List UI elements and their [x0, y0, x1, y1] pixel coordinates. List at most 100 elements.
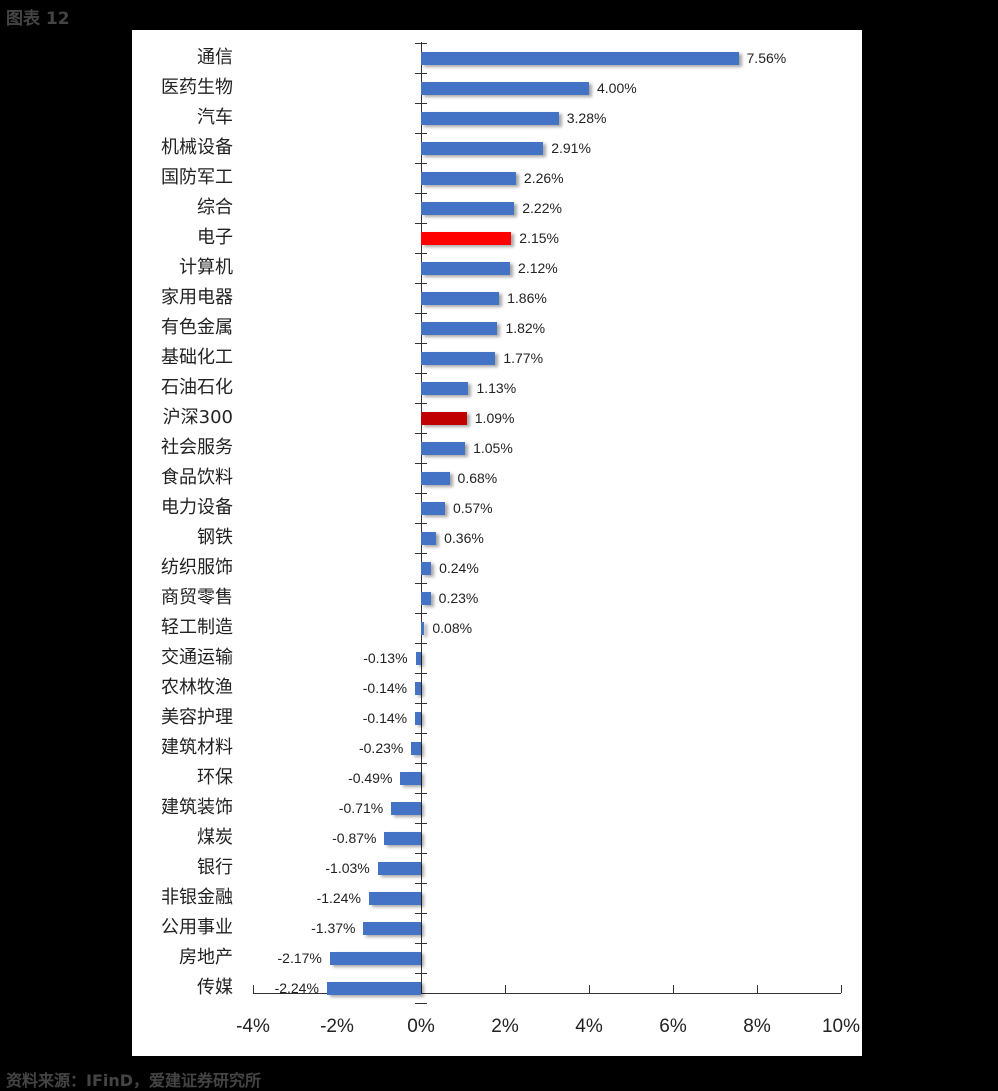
x-axis-tick	[505, 985, 506, 993]
x-axis-tick-label: 10%	[821, 1016, 861, 1037]
y-axis-tick	[415, 1003, 427, 1004]
data-label: -2.24%	[274, 980, 319, 996]
y-axis-tick	[415, 613, 427, 614]
data-label: 1.86%	[507, 290, 547, 306]
category-label: 电力设备	[161, 497, 233, 518]
x-axis-tick-label: 0%	[407, 1016, 435, 1037]
category-label: 农林牧渔	[161, 677, 233, 698]
category-label: 医药生物	[161, 77, 233, 98]
category-label: 钢铁	[197, 527, 233, 548]
category-label: 非银金融	[161, 887, 233, 908]
x-axis-tick	[841, 985, 842, 993]
bar	[421, 562, 432, 575]
x-axis-tick-label: 6%	[659, 1016, 687, 1037]
bar	[421, 202, 515, 215]
category-label: 纺织服饰	[161, 557, 233, 578]
category-label: 汽车	[197, 107, 233, 128]
data-label: 0.08%	[432, 620, 473, 636]
x-axis-tick	[757, 985, 758, 993]
y-axis-tick	[415, 853, 427, 854]
y-axis-tick	[415, 163, 427, 164]
bar	[421, 172, 516, 185]
bar	[421, 622, 425, 635]
data-label: 1.82%	[505, 320, 546, 336]
x-axis-tick-label: 8%	[743, 1016, 771, 1037]
data-label: -1.24%	[316, 890, 361, 906]
category-label: 轻工制造	[161, 617, 233, 638]
y-axis-tick	[415, 823, 427, 824]
data-label: 1.77%	[503, 350, 544, 366]
data-label: 4.00%	[597, 80, 637, 96]
category-label: 国防军工	[161, 167, 233, 188]
data-label: -0.71%	[338, 800, 384, 816]
bar	[421, 112, 559, 125]
y-axis-line	[421, 42, 422, 993]
y-axis-tick	[415, 313, 427, 314]
category-label: 食品饮料	[161, 467, 233, 488]
data-label: -0.14%	[362, 680, 408, 696]
y-axis-tick	[415, 433, 427, 434]
y-axis-tick	[415, 553, 427, 554]
category-label: 石油石化	[161, 377, 233, 398]
category-label: 社会服务	[161, 437, 233, 458]
data-label: 7.56%	[746, 50, 787, 66]
data-label: 1.09%	[474, 410, 515, 426]
category-label: 煤炭	[197, 827, 233, 848]
data-label: -0.23%	[358, 740, 404, 756]
data-label: -0.14%	[362, 710, 408, 726]
category-label: 商贸零售	[161, 587, 233, 608]
data-label: -2.17%	[277, 950, 322, 966]
category-label: 建筑装饰	[161, 797, 233, 818]
y-axis-tick	[415, 703, 427, 704]
y-axis-tick	[415, 913, 427, 914]
category-label: 美容护理	[161, 707, 233, 728]
bar	[329, 952, 421, 965]
bar	[421, 262, 511, 275]
category-label: 建筑材料	[161, 737, 233, 758]
y-axis-tick	[415, 643, 427, 644]
chart-panel	[132, 30, 862, 1056]
x-axis-tick	[421, 985, 422, 993]
data-label: -1.37%	[311, 920, 356, 936]
y-axis-tick	[415, 463, 427, 464]
category-label: 电子	[197, 227, 233, 248]
data-label: -0.13%	[363, 650, 408, 666]
y-axis-tick	[415, 673, 427, 674]
x-axis-tick	[589, 985, 590, 993]
bar	[421, 142, 544, 155]
data-label: 1.05%	[473, 440, 513, 456]
bar	[363, 922, 421, 935]
y-axis-tick	[415, 43, 427, 44]
x-axis-tick-label: -4%	[236, 1016, 270, 1037]
y-axis-tick	[415, 793, 427, 794]
y-axis-tick	[415, 73, 427, 74]
bar	[400, 772, 421, 785]
y-axis-tick	[415, 973, 427, 974]
bar	[421, 532, 437, 545]
y-axis-tick	[415, 763, 427, 764]
bar	[421, 472, 450, 485]
data-label: 2.22%	[522, 200, 562, 216]
bar	[421, 442, 466, 455]
y-axis-tick	[415, 373, 427, 374]
category-label: 机械设备	[161, 137, 233, 158]
bar	[421, 322, 498, 335]
data-label: 0.68%	[457, 470, 498, 486]
y-axis-tick	[415, 733, 427, 734]
data-label: 2.12%	[518, 260, 558, 276]
data-label: 3.28%	[566, 110, 607, 126]
data-label: 2.91%	[551, 140, 591, 156]
y-axis-tick	[415, 223, 427, 224]
bar	[415, 682, 421, 695]
data-label: -1.03%	[325, 860, 370, 876]
category-label: 公用事业	[161, 917, 233, 938]
bar	[421, 52, 739, 65]
x-axis-tick	[253, 985, 254, 993]
bar	[411, 742, 421, 755]
bar	[368, 892, 421, 905]
bar	[421, 352, 496, 365]
y-axis-tick	[415, 343, 427, 344]
x-axis-line	[253, 993, 841, 994]
x-axis-tick	[673, 985, 674, 993]
category-label: 交通运输	[161, 647, 233, 668]
